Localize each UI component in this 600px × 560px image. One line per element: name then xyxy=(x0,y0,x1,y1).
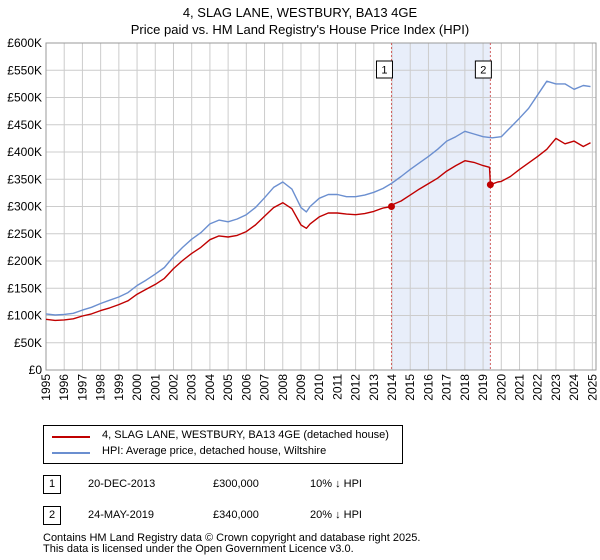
x-tick-label: 2009 xyxy=(294,374,308,401)
x-tick-label: 2005 xyxy=(221,374,235,401)
x-tick-label: 2002 xyxy=(166,374,180,401)
x-tick-label: 1999 xyxy=(112,374,126,401)
y-tick-label: £0 xyxy=(29,363,43,377)
annotation-text: 1 xyxy=(381,65,387,77)
x-tick-label: 2017 xyxy=(440,374,454,401)
x-tick-label: 2019 xyxy=(476,374,490,401)
x-tick-label: 2014 xyxy=(385,374,399,401)
y-tick-label: £300K xyxy=(7,200,42,214)
chart-title: 4, SLAG LANE, WESTBURY, BA13 4GE xyxy=(182,5,418,20)
y-tick-label: £550K xyxy=(7,63,42,77)
transaction-point xyxy=(387,203,395,210)
y-tick-label: £50K xyxy=(14,336,42,350)
x-tick-label: 2022 xyxy=(531,374,545,401)
plot-border xyxy=(45,42,597,371)
x-tick-label: 2018 xyxy=(458,374,472,401)
x-tick-label: 2006 xyxy=(239,374,253,401)
y-tick-label: £150K xyxy=(7,281,42,295)
x-tick-label: 2011 xyxy=(330,374,344,400)
x-tick-label: 1995 xyxy=(39,374,53,401)
transaction-price: £300,000 xyxy=(213,478,259,490)
x-tick-label: 2010 xyxy=(312,374,326,401)
x-tick-label: 2015 xyxy=(403,374,417,401)
transaction-row: 2 24-MAY-2019 £340,000 20% ↓ HPI xyxy=(43,506,563,526)
footer-licence: This data is licensed under the Open Gov… xyxy=(43,543,354,555)
y-tick-label: £450K xyxy=(7,118,42,132)
x-tick-label: 2013 xyxy=(367,374,381,401)
transaction-marker-label: 2 xyxy=(43,506,61,525)
x-tick-label: 2004 xyxy=(203,374,217,401)
x-tick-label: 2020 xyxy=(494,374,508,401)
chart-subtitle: Price paid vs. HM Land Registry's House … xyxy=(130,22,470,37)
annotation-box xyxy=(375,60,393,79)
annotation-text: 2 xyxy=(480,65,486,77)
transaction-marker-label: 1 xyxy=(43,475,61,494)
y-tick-label: £350K xyxy=(7,172,42,186)
x-tick-label: 2016 xyxy=(421,374,435,401)
x-tick-label: 2025 xyxy=(585,374,599,401)
y-tick-label: £500K xyxy=(7,91,42,105)
transaction-point xyxy=(486,181,494,189)
y-tick-label: £400K xyxy=(7,145,42,159)
y-tick-label: £100K xyxy=(7,309,42,323)
transaction-hpi-diff: 10% ↓ HPI xyxy=(310,478,362,490)
x-tick-label: 2001 xyxy=(148,374,162,401)
x-tick-label: 2012 xyxy=(349,374,363,401)
annotation-box xyxy=(474,60,492,79)
property-price-line xyxy=(45,137,591,322)
x-tick-label: 2008 xyxy=(276,374,290,401)
x-tick-label: 2024 xyxy=(567,374,581,401)
x-tick-label: 2007 xyxy=(258,374,272,401)
y-tick-label: £200K xyxy=(7,254,42,268)
transaction-price: £340,000 xyxy=(213,509,259,521)
transaction-date: 24-MAY-2019 xyxy=(88,509,155,521)
y-tick-label: £250K xyxy=(7,227,42,241)
transaction-row: 1 20-DEC-2013 £300,000 10% ↓ HPI xyxy=(43,475,563,495)
x-tick-label: 2003 xyxy=(185,374,199,401)
x-tick-label: 1996 xyxy=(57,374,71,401)
x-tick-label: 2021 xyxy=(513,374,527,401)
legend-line-property xyxy=(52,436,90,438)
y-tick-label: £600K xyxy=(7,36,42,50)
x-tick-label: 2000 xyxy=(130,374,144,401)
legend: 4, SLAG LANE, WESTBURY, BA13 4GE (detach… xyxy=(43,425,403,464)
annotation-label: 1 xyxy=(375,60,393,79)
legend-label-property: 4, SLAG LANE, WESTBURY, BA13 4GE (detach… xyxy=(102,429,389,441)
hpi-line xyxy=(45,80,591,316)
transaction-hpi-diff: 20% ↓ HPI xyxy=(310,509,362,521)
footer-copyright: Contains HM Land Registry data © Crown c… xyxy=(43,532,421,544)
legend-label-hpi: HPI: Average price, detached house, Wilt… xyxy=(102,445,327,457)
legend-line-hpi xyxy=(52,452,90,454)
annotation-label: 2 xyxy=(474,60,492,79)
price-chart: 1 2 £0 £50K £100K £150K £200K £250K £300K £350K £4… xyxy=(7,36,599,401)
x-tick-label: 1998 xyxy=(94,374,108,401)
transaction-date: 20-DEC-2013 xyxy=(88,478,156,490)
x-tick-label: 2023 xyxy=(549,374,563,401)
x-tick-label: 1997 xyxy=(75,374,89,401)
